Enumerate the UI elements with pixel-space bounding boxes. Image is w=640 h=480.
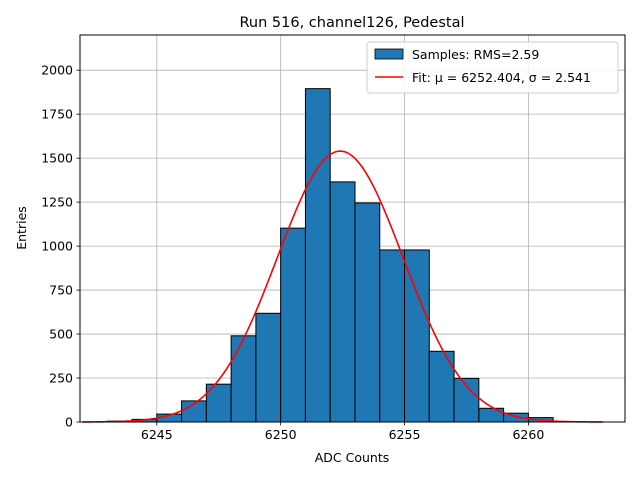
histogram-bar <box>255 312 282 423</box>
histogram-bar <box>379 249 406 423</box>
legend-histogram-label: Samples: RMS=2.59 <box>412 47 539 62</box>
chart-title: Run 516, channel126, Pedestal <box>239 15 464 31</box>
y-tick-label: 0 <box>65 415 73 430</box>
x-tick-label: 6255 <box>389 427 421 442</box>
plot-frame <box>79 34 626 423</box>
histogram-bar <box>280 227 306 423</box>
y-tick-label: 500 <box>49 327 73 342</box>
x-axis-label: ADC Counts <box>315 450 390 465</box>
y-tick-label: 750 <box>49 283 73 298</box>
x-axis: 6245 6250 6255 6260 <box>141 422 544 442</box>
y-tick-label: 1250 <box>41 195 73 210</box>
histogram-bar <box>304 88 331 423</box>
histogram-bar <box>354 202 381 423</box>
x-tick-label: 6245 <box>141 427 173 442</box>
y-tick-label: 1500 <box>41 151 73 166</box>
x-tick-label: 6250 <box>265 427 297 442</box>
legend-box <box>366 41 619 94</box>
y-tick-label: 1750 <box>41 107 73 122</box>
histogram-bar <box>404 249 430 423</box>
y-tick-label: 250 <box>49 371 73 386</box>
histogram-bar <box>329 181 356 423</box>
fit-curve <box>82 150 603 423</box>
y-axis: 0 250 500 750 1000 1250 1500 1750 2000 <box>41 63 80 430</box>
x-tick-label: 6260 <box>512 427 544 442</box>
legend-fit-label: Fit: μ = 6252.404, σ = 2.541 <box>412 70 591 85</box>
y-tick-label: 2000 <box>41 63 73 78</box>
histogram-bar <box>230 335 257 423</box>
legend: Samples: RMS=2.59 Fit: μ = 6252.404, σ =… <box>366 41 619 94</box>
legend-histogram-swatch <box>374 48 404 60</box>
y-axis-label: Entries <box>14 206 29 250</box>
y-tick-label: 1000 <box>41 239 73 254</box>
